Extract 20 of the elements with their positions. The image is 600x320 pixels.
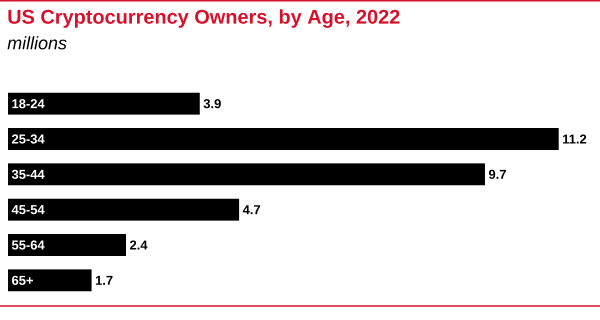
chart-subtitle: millions bbox=[8, 36, 67, 50]
data-label: 3.9 bbox=[204, 99, 221, 108]
bar bbox=[8, 198, 240, 221]
bar bbox=[8, 269, 92, 292]
y-tick-label: 45-54 bbox=[12, 205, 45, 214]
chart-title: US Cryptocurrency Owners, by Age, 2022 bbox=[8, 9, 400, 28]
bar bbox=[8, 92, 200, 115]
bar bbox=[8, 163, 485, 186]
bar bbox=[8, 128, 559, 150]
y-tick-label: 65+ bbox=[12, 276, 33, 285]
y-tick-label: 18-24 bbox=[12, 99, 45, 108]
data-label: 2.4 bbox=[130, 240, 148, 250]
data-label: 11.2 bbox=[563, 134, 586, 144]
y-tick-label: 35-44 bbox=[12, 170, 45, 179]
data-label: 4.7 bbox=[242, 205, 260, 214]
data-label: 1.7 bbox=[96, 276, 113, 285]
y-tick-label: 55-64 bbox=[12, 240, 45, 250]
bar bbox=[8, 234, 126, 256]
data-label: 9.7 bbox=[488, 170, 506, 179]
y-tick-label: 25-34 bbox=[12, 134, 45, 144]
